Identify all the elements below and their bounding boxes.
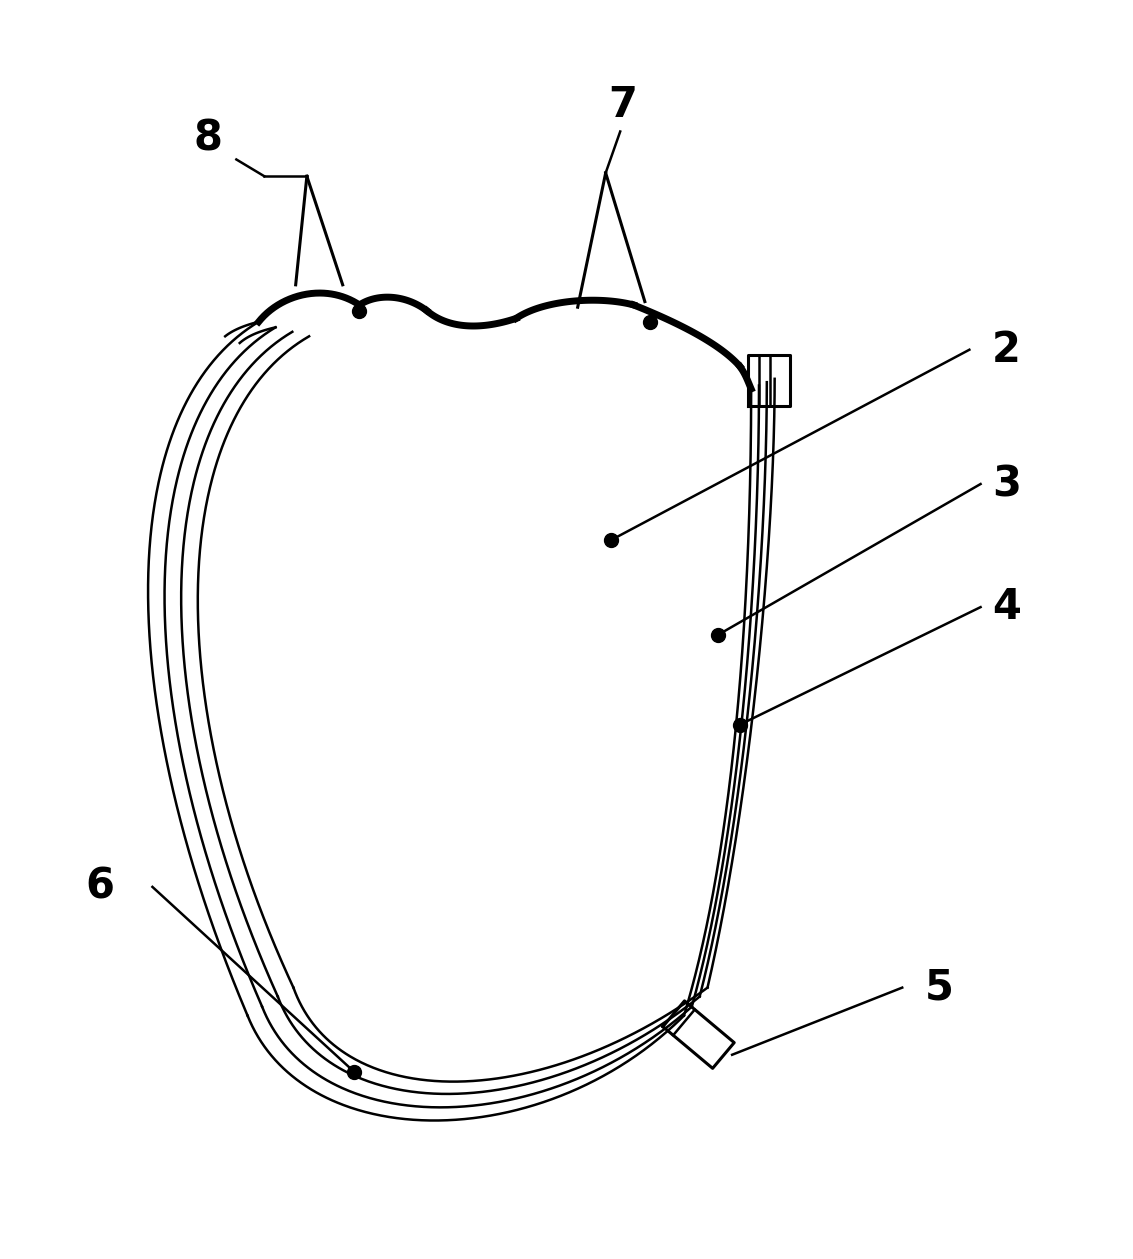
- Text: 6: 6: [85, 866, 114, 908]
- Text: 8: 8: [194, 117, 223, 160]
- Text: 5: 5: [925, 967, 954, 1008]
- Text: 2: 2: [991, 329, 1021, 370]
- Text: 4: 4: [991, 587, 1021, 628]
- Point: [731, 715, 749, 735]
- Text: 3: 3: [991, 463, 1021, 505]
- Point: [350, 301, 368, 321]
- Point: [603, 530, 621, 550]
- Text: 7: 7: [608, 84, 637, 126]
- Point: [641, 312, 659, 332]
- Point: [708, 624, 726, 645]
- Point: [344, 1061, 363, 1081]
